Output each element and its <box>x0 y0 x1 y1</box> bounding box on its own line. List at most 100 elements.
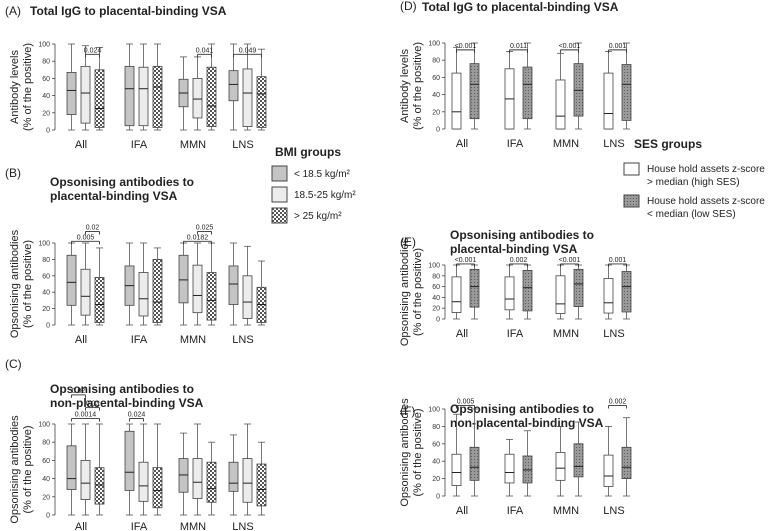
y-tick-label: 100 <box>38 42 50 49</box>
box-F-s1-c1 <box>522 430 533 497</box>
box-iqr <box>522 66 533 120</box>
panel-title: Opsonising antibodies to <box>50 382 194 396</box>
p-value-label: 0.02 <box>72 388 86 395</box>
box-B-s2-c1 <box>152 247 163 326</box>
box-C-s0-c2 <box>178 432 189 516</box>
y-axis-label: (% of the positive) <box>412 248 424 336</box>
y-tick-label: 100 <box>38 422 50 429</box>
box-A-s1-c1 <box>138 43 149 131</box>
box-E-s0-c1 <box>504 264 515 320</box>
category-label: All <box>456 328 468 340</box>
y-tick-label: 0 <box>46 128 50 135</box>
box-C-s1-c0 <box>80 423 91 516</box>
box-iqr <box>66 254 77 306</box>
y-tick-label: 20 <box>432 476 440 483</box>
p-value-label: 0.024 <box>84 47 102 54</box>
panel-label: (C) <box>5 357 22 371</box>
y-tick-label: 40 <box>42 476 50 483</box>
p-value-label: 0.005 <box>77 234 95 241</box>
y-tick-label: 20 <box>42 110 50 117</box>
comparison-bracket: 0.024 <box>84 47 102 58</box>
y-tick-label: 100 <box>38 241 50 248</box>
category-label: IFA <box>131 139 148 151</box>
box-C-s0-c3 <box>228 434 239 516</box>
category-label: All <box>456 138 468 150</box>
box-D-s1-c1 <box>522 42 533 130</box>
y-tick-label: 80 <box>432 424 440 431</box>
box-iqr <box>94 277 105 323</box>
box-C-s1-c1 <box>138 423 149 516</box>
box-B-s1-c1 <box>138 242 149 326</box>
panel-B: (B) Opsonising antibodies toplacental-bin… <box>5 166 267 346</box>
box-B-s2-c0 <box>94 247 105 326</box>
box-C-s1-c3 <box>242 423 253 516</box>
y-axis-label: Opsonising antibodies <box>399 237 411 346</box>
comparison-bracket: 0.03 <box>85 401 100 411</box>
box-iqr <box>228 265 239 305</box>
box-A-s2-c3 <box>256 48 267 131</box>
comparison-bracket: 0.005 <box>456 399 475 409</box>
box-iqr <box>242 275 253 319</box>
p-value-label: 0.049 <box>239 47 257 54</box>
p-value-label: 0.002 <box>510 257 528 264</box>
box-iqr <box>152 258 163 323</box>
category-label: All <box>75 521 87 531</box>
category-label: MMN <box>180 521 206 531</box>
box-iqr <box>66 71 77 115</box>
box-iqr <box>504 453 515 484</box>
y-tick-label: 60 <box>42 76 50 83</box>
p-value-label: 0.011 <box>510 43 527 50</box>
box-iqr <box>242 458 253 503</box>
p-value-label: 0.024 <box>128 412 146 419</box>
category-label: IFA <box>507 138 524 150</box>
p-value-label: 0.0014 <box>75 412 97 419</box>
box-B-s1-c2 <box>192 242 203 326</box>
panel-label: (D) <box>400 0 417 13</box>
p-value-label: 0.005 <box>457 399 475 406</box>
comparison-bracket: 0.001 <box>608 43 627 53</box>
ses-legend-title: SES groups <box>634 137 702 151</box>
category-label: LNS <box>603 138 624 150</box>
panel-title: Opsonising antibodies to <box>450 228 594 242</box>
box-C-s1-c2 <box>192 423 203 516</box>
bmi-legend-title: BMI groups <box>275 145 341 159</box>
box-E-s0-c2 <box>555 264 566 320</box>
box-iqr <box>573 268 584 307</box>
box-A-s0-c2 <box>178 56 189 131</box>
panel-title: Total IgG to placental-binding VSA <box>422 0 619 14</box>
box-iqr <box>80 459 91 500</box>
ses-legend-label-low-2: < median (low SES) <box>647 209 736 220</box>
box-D-s0-c3 <box>603 51 614 130</box>
box-iqr <box>603 278 614 314</box>
box-B-s2-c2 <box>206 242 217 326</box>
p-value-label: <0.001 <box>559 43 581 50</box>
box-C-s0-c0 <box>66 423 77 516</box>
category-label: All <box>75 334 87 346</box>
y-axis-label: Antibody levels <box>9 50 21 124</box>
y-tick-label: 20 <box>432 306 440 313</box>
y-tick-label: 20 <box>42 494 50 501</box>
box-C-s2-c2 <box>206 441 217 516</box>
box-E-s0-c3 <box>603 264 614 320</box>
y-tick-label: 60 <box>42 273 50 280</box>
y-tick-label: 0 <box>436 494 440 501</box>
box-A-s2-c2 <box>206 43 217 131</box>
box-iqr <box>256 76 267 128</box>
category-label: MMN <box>553 138 579 150</box>
y-axis-label: (% of the positive) <box>412 42 424 130</box>
y-tick-label: 60 <box>432 284 440 291</box>
box-D-s0-c1 <box>504 51 515 130</box>
bmi-legend-label-low: < 18.5 kg/m² <box>294 169 351 180</box>
box-B-s0-c0 <box>66 242 77 326</box>
box-iqr <box>192 78 203 119</box>
ses-legend-label-high-2: > median (high SES) <box>647 177 740 188</box>
y-tick-label: 60 <box>42 458 50 465</box>
box-iqr <box>469 446 480 481</box>
comparison-bracket: 0.005 <box>71 234 100 245</box>
box-iqr <box>451 72 462 130</box>
box-iqr <box>451 276 462 313</box>
box-iqr <box>152 65 163 128</box>
category-label: IFA <box>507 328 524 340</box>
box-F-s0-c0 <box>451 413 462 497</box>
